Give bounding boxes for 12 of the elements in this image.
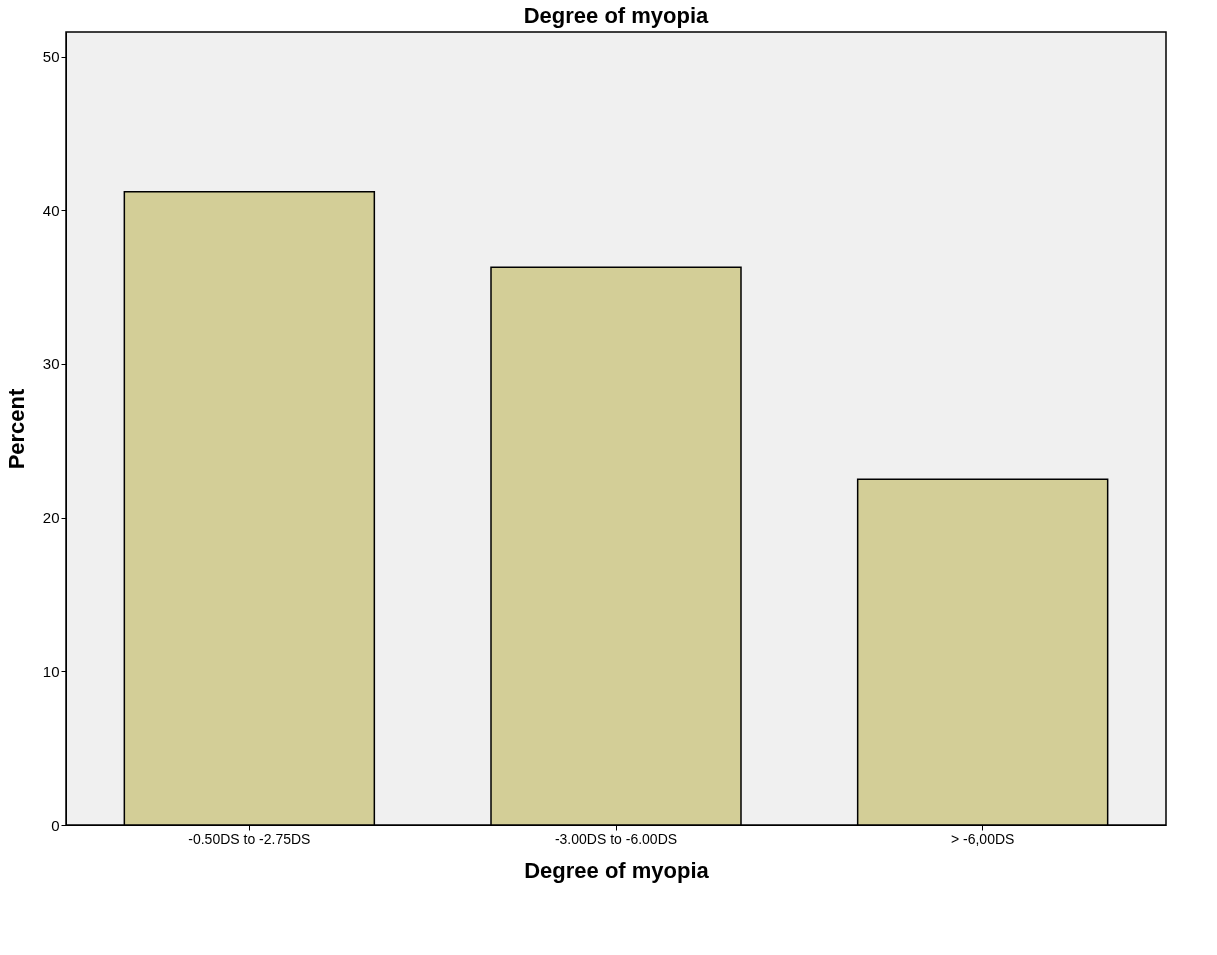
y-tick-label: 30 xyxy=(42,355,60,373)
y-axis-title: Percent xyxy=(3,387,29,470)
x-tick-label: -3.00DS to -6.00DS xyxy=(554,830,678,847)
chart-title: Degree of myopia xyxy=(523,3,710,28)
x-axis-title: Degree of myopia xyxy=(524,857,710,883)
y-tick-label: 10 xyxy=(42,662,60,680)
y-tick-label: 40 xyxy=(42,201,60,219)
x-tick-label: -0.50DS to -2.75DS xyxy=(188,830,311,847)
y-tick-label: 50 xyxy=(42,48,60,66)
y-tick-label: 0 xyxy=(51,816,60,834)
x-tick-label: > -6,00DS xyxy=(950,830,1015,847)
y-tick-label: 20 xyxy=(42,509,60,527)
